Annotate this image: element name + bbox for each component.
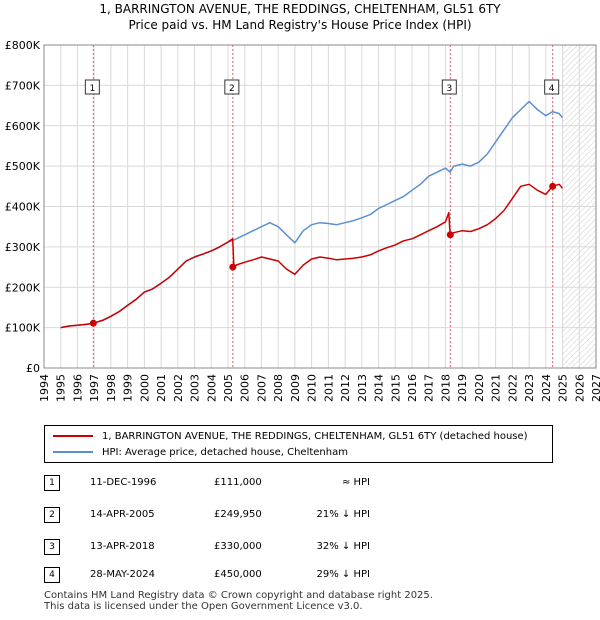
x-tick-label: 1999	[122, 374, 135, 402]
x-tick-label: 2014	[373, 374, 386, 402]
x-tick-label: 1997	[88, 374, 101, 402]
sale-date: 11-DEC-1996	[90, 477, 157, 488]
legend-item-property: 1, BARRINGTON AVENUE, THE REDDINGS, CHEL…	[45, 428, 528, 444]
sale-price: £450,000	[214, 569, 262, 580]
sale-row: 2 14-APR-2005 £249,950 21% ↓ HPI	[0, 507, 600, 527]
sale-hpi-comparison: 21% ↓ HPI	[316, 509, 370, 520]
sale-number-label: 4	[549, 84, 555, 94]
sale-number-badge: 3	[44, 539, 60, 555]
sale-number-label: 2	[229, 84, 235, 94]
x-tick-label: 2001	[155, 374, 168, 402]
legend-item-hpi: HPI: Average price, detached house, Chel…	[45, 444, 348, 460]
x-tick-label: 2000	[138, 374, 151, 402]
sale-point	[89, 319, 97, 327]
sale-hpi-comparison: 29% ↓ HPI	[316, 569, 370, 580]
sale-date: 13-APR-2018	[90, 541, 155, 552]
sale-point	[446, 231, 454, 239]
sale-date: 28-MAY-2024	[90, 569, 156, 580]
x-tick-label: 2024	[540, 374, 553, 402]
y-tick-label: £700K	[5, 79, 41, 92]
x-tick-label: 2023	[523, 374, 536, 402]
y-tick-label: £200K	[5, 281, 41, 294]
x-tick-label: 2007	[255, 374, 268, 402]
sale-number-badge: 2	[44, 507, 60, 523]
x-tick-label: 2009	[289, 374, 302, 402]
sale-date: 14-APR-2005	[90, 509, 155, 520]
chart-subtitle: Price paid vs. HM Land Registry's House …	[128, 18, 472, 32]
x-tick-label: 2012	[339, 374, 352, 402]
sale-number-label: 3	[446, 84, 452, 94]
plot-frame	[43, 44, 597, 369]
x-tick-label: 2004	[205, 374, 218, 402]
sale-row: 1 11-DEC-1996 £111,000 ≈ HPI	[0, 475, 600, 495]
x-tick-label: 2015	[389, 374, 402, 402]
x-tick-label: 2017	[423, 374, 436, 402]
x-tick-label: 1998	[105, 374, 118, 402]
x-tick-label: 2018	[439, 374, 452, 402]
x-tick-label: 2021	[490, 374, 503, 402]
sale-number-box	[544, 79, 560, 95]
chart-legend: 1, BARRINGTON AVENUE, THE REDDINGS, CHEL…	[44, 425, 553, 463]
x-tick-label: 1996	[71, 374, 84, 402]
sale-row: 3 13-APR-2018 £330,000 32% ↓ HPI	[0, 539, 600, 559]
y-tick-label: £100K	[5, 322, 41, 335]
y-tick-label: £800K	[5, 39, 41, 52]
x-tick-label: 2019	[456, 374, 469, 402]
sale-number-box	[441, 79, 457, 95]
sale-price: £330,000	[214, 541, 262, 552]
sale-number-label: 1	[89, 84, 95, 94]
footer-copyright: Contains HM Land Registry data © Crown c…	[44, 590, 433, 601]
footer-license: This data is licensed under the Open Gov…	[44, 601, 363, 612]
x-tick-label: 2026	[573, 374, 586, 402]
x-tick-label: 2025	[557, 374, 570, 402]
legend-label-hpi: HPI: Average price, detached house, Chel…	[102, 446, 348, 458]
x-tick-label: 2022	[506, 374, 519, 402]
x-tick-label: 2020	[473, 374, 486, 402]
x-tick-label: 2010	[306, 374, 319, 402]
x-tick-label: 2016	[406, 374, 419, 402]
chart-title: 1, BARRINGTON AVENUE, THE REDDINGS, CHEL…	[99, 2, 501, 16]
sale-hpi-comparison: 32% ↓ HPI	[316, 541, 370, 552]
sale-price: £111,000	[214, 477, 262, 488]
price-chart: £0 £100K £200K £300K £400K £500K £600K £700K £80…	[5, 39, 600, 402]
sale-number-box	[224, 79, 240, 95]
x-tick-label: 2013	[356, 374, 369, 402]
y-tick-label: £0	[26, 362, 40, 375]
sale-number-badge: 1	[44, 475, 60, 491]
sale-point	[229, 263, 237, 271]
sale-point	[549, 182, 557, 190]
x-tick-label: 2027	[590, 374, 600, 402]
x-tick-label: 2005	[222, 374, 235, 402]
x-tick-label: 2003	[189, 374, 202, 402]
x-tick-label: 1995	[55, 374, 68, 402]
sale-row: 4 28-MAY-2024 £450,000 29% ↓ HPI	[0, 567, 600, 587]
x-tick-label: 2002	[172, 374, 185, 402]
sale-price: £249,950	[214, 509, 262, 520]
y-tick-label: £300K	[5, 241, 41, 254]
legend-swatch-hpi	[53, 451, 93, 453]
sale-hpi-comparison: ≈ HPI	[341, 477, 370, 488]
legend-swatch-property	[53, 435, 93, 437]
y-tick-label: £500K	[5, 160, 41, 173]
legend-label-property: 1, BARRINGTON AVENUE, THE REDDINGS, CHEL…	[102, 430, 528, 442]
x-tick-label: 2011	[322, 374, 335, 402]
y-tick-label: £400K	[5, 201, 41, 214]
x-tick-label: 2006	[239, 374, 252, 402]
series-line	[60, 183, 564, 329]
x-tick-label: 1994	[38, 374, 51, 402]
sale-number-badge: 4	[44, 567, 60, 583]
x-tick-label: 2008	[272, 374, 285, 402]
y-tick-label: £600K	[5, 120, 41, 133]
sale-number-box	[84, 79, 100, 95]
